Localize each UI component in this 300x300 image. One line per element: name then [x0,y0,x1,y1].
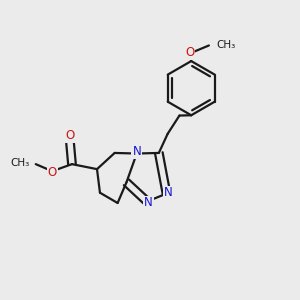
Text: O: O [185,46,194,59]
Text: CH₃: CH₃ [11,158,30,168]
Text: O: O [48,166,57,179]
Text: N: N [144,196,153,209]
Text: N: N [132,145,141,158]
Text: CH₃: CH₃ [216,40,236,50]
Text: O: O [65,129,74,142]
Text: N: N [164,187,172,200]
